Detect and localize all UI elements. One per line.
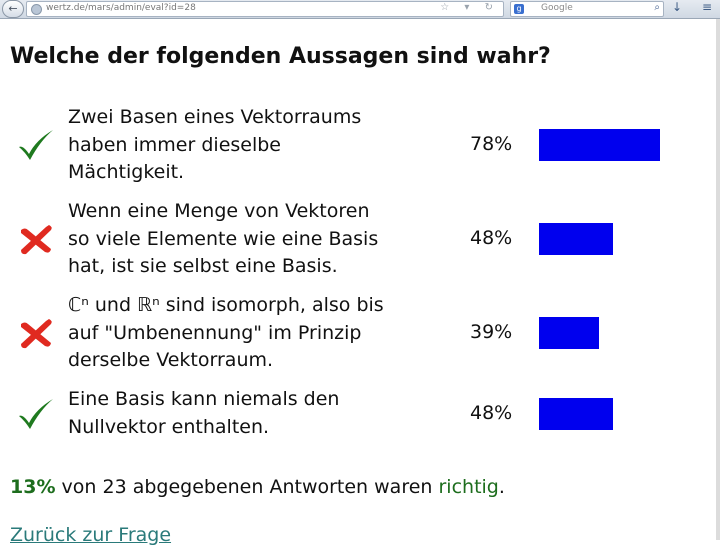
statement-line: Wenn eine Menge von Vektoren [68, 200, 370, 222]
answer-bar [539, 129, 660, 162]
answer-statement: ℂⁿ und ℝⁿ sind isomorph, also bis auf "Um… [68, 292, 448, 375]
address-bar[interactable]: wertz.de/mars/admin/eval?id=28 ☆ ▾ ↻ [26, 1, 504, 17]
answer-statement: Wenn eine Menge von Vektoren so viele Ele… [68, 198, 448, 281]
answer-percentage: 48% [470, 227, 513, 250]
correct-word: richtig [438, 476, 499, 498]
answer-percentage: 78% [470, 133, 513, 156]
result-summary: 13% von 23 abgegebenen Antworten waren r… [10, 476, 505, 498]
statement-line: haben immer dieselbe [68, 133, 281, 156]
statement-line: auf "Umbenennung" im Prinzip [68, 321, 362, 344]
statement-line: Eine Basis kann niemals den [68, 388, 340, 410]
browser-toolbar: ← wertz.de/mars/admin/eval?id=28 ☆ ▾ ↻ g… [0, 0, 720, 19]
search-bar[interactable]: g Google ⌕ [510, 1, 664, 17]
answer-percentage: 48% [470, 401, 513, 424]
statement-line: Mächtigkeit. [68, 161, 185, 183]
answer-statement: Eine Basis kann niemals den Nullvektor en… [68, 386, 448, 441]
question-title: Welche der folgenden Aussagen sind wahr? [10, 44, 551, 69]
url-text[interactable]: wertz.de/mars/admin/eval?id=28 [46, 3, 196, 13]
answer-percentage: 39% [470, 321, 513, 344]
answer-bar [539, 223, 613, 256]
search-icon[interactable]: ⌕ [654, 2, 660, 13]
statement-line: so viele Elemente wie eine Basis [68, 227, 379, 250]
correct-percentage: 13% [10, 476, 56, 498]
statement-line: hat, ist sie selbst eine Basis. [68, 255, 338, 277]
answer-bar [539, 317, 599, 350]
check-icon [16, 396, 56, 432]
summary-end: . [498, 476, 505, 498]
summary-text: von 23 abgegebenen Antworten waren [55, 476, 439, 498]
google-icon[interactable]: g [514, 4, 524, 14]
statement-line: derselbe Vektorraum. [68, 349, 274, 371]
cross-icon [16, 221, 56, 257]
back-to-question-link[interactable]: Zurück zur Frage [10, 524, 172, 546]
check-icon [16, 127, 56, 163]
cross-icon [16, 315, 56, 351]
menu-icon[interactable]: ≡ [702, 0, 713, 14]
statement-line: Nullvektor enthalten. [68, 415, 270, 438]
site-identity-icon[interactable] [31, 4, 42, 15]
bookmark-reload-icons[interactable]: ☆ ▾ ↻ [440, 2, 499, 13]
statement-line: Zwei Basen eines Vektorraums [68, 106, 362, 128]
download-icon[interactable]: ↓ [672, 0, 683, 14]
search-input[interactable]: Google [541, 3, 573, 13]
answer-statement: Zwei Basen eines Vektorraums haben immer … [68, 104, 448, 187]
answer-bar [539, 397, 613, 430]
back-button[interactable]: ← [2, 0, 24, 18]
statement-line: ℂⁿ und ℝⁿ sind isomorph, also bis [68, 294, 384, 316]
scrollbar[interactable] [716, 19, 720, 540]
